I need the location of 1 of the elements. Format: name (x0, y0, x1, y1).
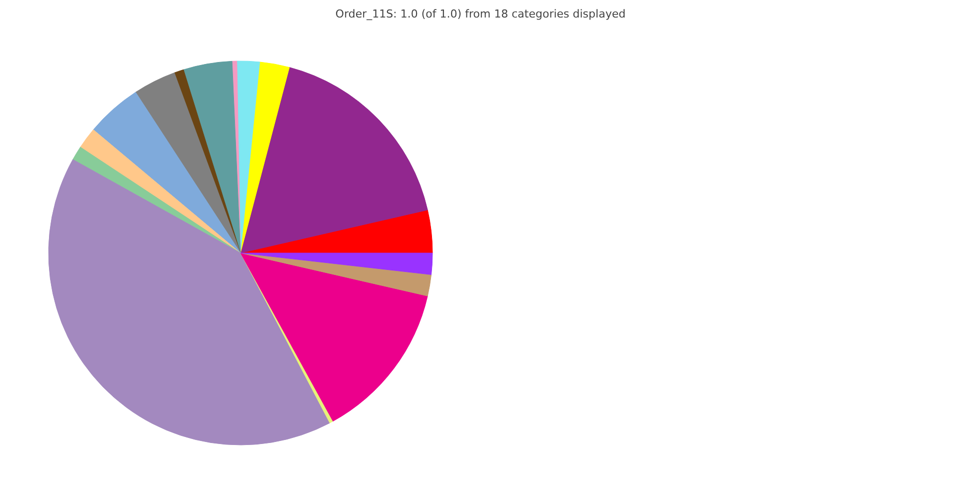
text: Order_11S: 1.0 (of 1.0) from 18 categories displayed (335, 8, 626, 20)
